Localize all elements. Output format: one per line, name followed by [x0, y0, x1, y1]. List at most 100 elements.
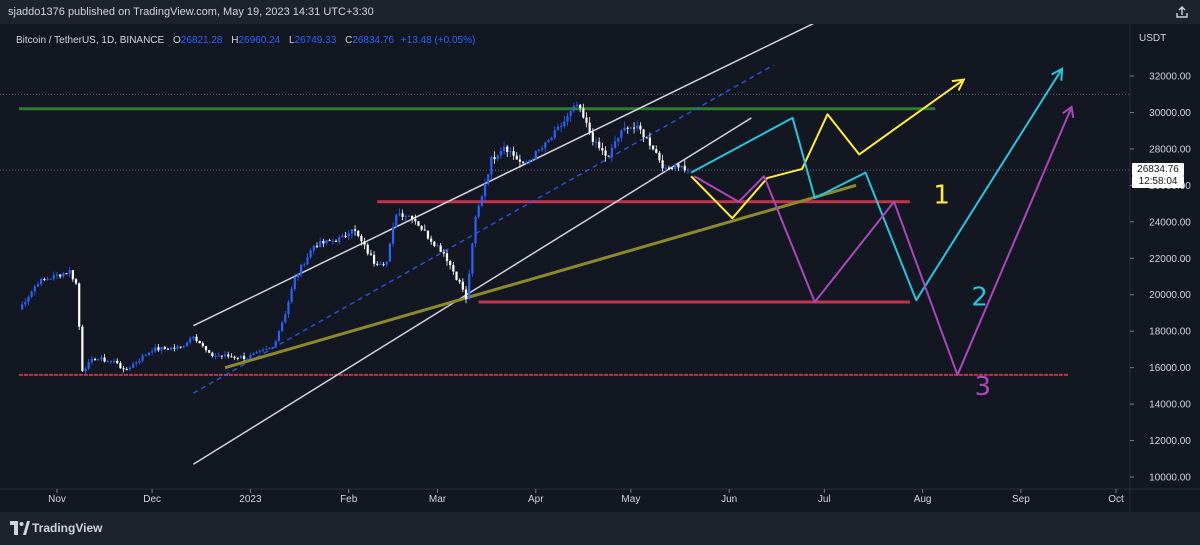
x-tick-label: Nov	[48, 494, 66, 505]
candle-body	[613, 141, 617, 148]
candle-body	[271, 347, 274, 349]
candle-body	[541, 148, 544, 150]
candle-body	[84, 368, 87, 371]
candle-body	[293, 277, 296, 289]
candle-body	[553, 130, 556, 138]
candle-body	[131, 363, 135, 368]
trend-lines	[192, 24, 857, 465]
symbol-name: Bitcoin / TetherUS, 1D, BINANCE	[16, 35, 165, 46]
x-tick-label: Apr	[528, 494, 544, 505]
candle-body	[21, 304, 24, 310]
candle-body	[204, 346, 208, 351]
candle-body	[249, 355, 252, 359]
candle-body	[141, 355, 144, 361]
candle-body	[461, 281, 464, 290]
candle-body	[550, 137, 553, 141]
open-value: 26821.28	[180, 35, 223, 46]
candle-body	[642, 129, 645, 138]
candle-body	[350, 229, 353, 234]
candle-body	[674, 164, 677, 170]
candle-body	[208, 350, 211, 353]
candle-body	[179, 346, 182, 348]
candle-body	[195, 336, 198, 341]
candle-body	[376, 263, 379, 265]
candle-body	[360, 235, 363, 242]
candle-body	[449, 261, 452, 266]
candle-body	[474, 216, 477, 244]
candle-body	[575, 104, 579, 107]
candle-body	[300, 264, 303, 275]
x-tick-label: Jun	[721, 494, 737, 505]
candle-body	[128, 367, 132, 370]
candle-body	[544, 142, 547, 149]
candle-body	[547, 140, 550, 143]
symbol-legend: Bitcoin / TetherUS, 1D, BINANCE O26821.2…	[16, 35, 475, 46]
tradingview-logo-icon[interactable]	[10, 521, 30, 535]
candle-body	[442, 251, 445, 254]
candle-body	[629, 127, 632, 129]
candle-body	[36, 284, 40, 287]
candle-body	[490, 157, 493, 175]
low-label: L	[289, 35, 295, 46]
candle-body	[211, 352, 214, 356]
candle-body	[648, 137, 652, 146]
y-tick-label: 16000.00	[1149, 363, 1191, 374]
scenario-label-2: 2	[971, 283, 988, 313]
candle-body	[686, 170, 690, 172]
candle-body	[334, 240, 338, 243]
candle-body	[309, 250, 312, 258]
candle-body	[363, 241, 366, 245]
candle-body	[55, 274, 59, 276]
candle-body	[236, 357, 239, 359]
horizontal-levels	[18, 107, 1069, 376]
candle-body	[296, 274, 300, 278]
candle-body	[683, 165, 686, 171]
candle-body	[284, 314, 287, 323]
candle-body	[103, 357, 106, 362]
candle-body	[40, 278, 43, 285]
share-icon[interactable]	[1174, 4, 1190, 20]
scenario-arrowhead-2	[1051, 66, 1064, 81]
candle-body	[138, 360, 141, 363]
price-chart[interactable]: 1 2 3 10000.00 12000.00 14000.00 16000.00 1800…	[0, 24, 1200, 512]
candle-body	[560, 126, 563, 128]
grid-lines	[0, 24, 1200, 512]
candle-body	[287, 301, 290, 315]
candle-body	[499, 151, 502, 156]
candle-body	[430, 238, 433, 242]
trendline-channel-mid	[192, 64, 774, 394]
candle-body	[502, 146, 506, 152]
candle-body	[423, 229, 426, 231]
candle-body	[315, 245, 319, 248]
candle-body	[274, 341, 277, 348]
candle-body	[528, 160, 531, 163]
candle-body	[420, 226, 423, 230]
candle-body	[290, 288, 293, 302]
candle-body	[515, 155, 518, 160]
candle-body	[594, 141, 598, 143]
y-tick-label: 14000.00	[1149, 400, 1191, 411]
candle-body	[252, 353, 255, 356]
candle-body	[242, 356, 246, 360]
candle-body	[306, 257, 309, 265]
candle-body	[369, 253, 372, 255]
candle-body	[439, 245, 442, 252]
candle-body	[78, 283, 81, 327]
top-bar: sjaddo1376 published on TradingView.com,…	[0, 0, 1200, 24]
tradingview-brand[interactable]: TradingView	[32, 521, 103, 535]
candle-body	[487, 174, 490, 185]
candle-body	[667, 167, 671, 169]
candle-body	[620, 130, 623, 138]
candle-body	[414, 219, 417, 222]
x-tick-label: Feb	[340, 494, 358, 505]
candle-body	[452, 265, 455, 272]
trendline-channel-lower	[192, 117, 752, 465]
candle-body	[176, 346, 179, 349]
y-tick-label: 10000.00	[1149, 473, 1191, 484]
candle-body	[109, 360, 113, 362]
candle-body	[617, 137, 620, 142]
candle-body	[556, 126, 560, 131]
candle-body	[220, 355, 223, 357]
low-value: 26749.33	[294, 35, 337, 46]
scenario-paths: 1 2 3	[690, 66, 1075, 402]
